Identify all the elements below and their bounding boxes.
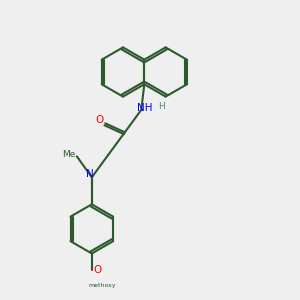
Text: O: O bbox=[96, 115, 104, 125]
Text: NH: NH bbox=[137, 103, 153, 113]
Text: N: N bbox=[86, 169, 94, 179]
Text: O: O bbox=[93, 265, 101, 275]
Text: H: H bbox=[158, 102, 165, 111]
Text: methoxy: methoxy bbox=[88, 283, 116, 287]
Text: Me: Me bbox=[63, 150, 76, 159]
